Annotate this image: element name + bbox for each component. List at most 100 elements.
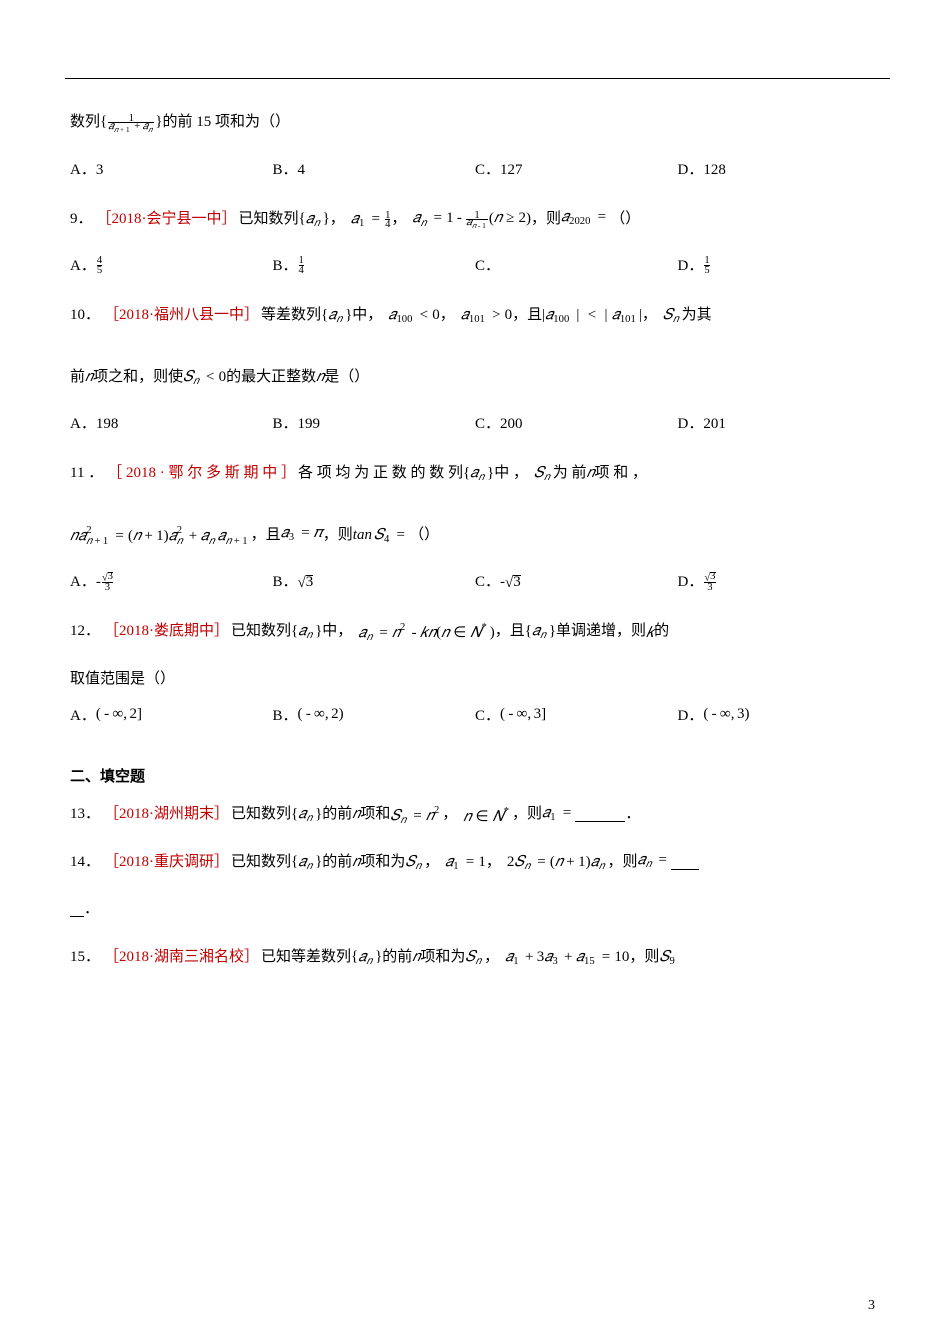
label: A． — [70, 570, 96, 591]
q15-num: 15． — [70, 945, 100, 971]
text: ，则 — [512, 802, 542, 828]
text: 的 — [654, 619, 669, 645]
opt-c: C．200 — [475, 412, 678, 433]
q10-opts: A．198 B．199 C．200 D．201 — [70, 412, 880, 433]
frac-4-5: 45 — [96, 256, 103, 272]
opt-d: D． 33 — [678, 570, 881, 591]
sqrt3: 3 — [298, 574, 314, 588]
q11-line2: nan+12 =(n+1) an2 +anan+1 ，且 a3=π ，则 tan… — [70, 523, 880, 549]
label: B． — [273, 704, 298, 725]
a101-gt0: a101>0 — [461, 309, 512, 322]
opt-a: A．198 — [70, 412, 273, 433]
q14-line1: 14． ［2018·重庆调研］ 已知数列 {an} 的前 n 项和为 Sn ， … — [70, 850, 880, 876]
seq-an: {an} — [321, 309, 352, 322]
q13-num: 13． — [70, 802, 100, 828]
label: A． — [70, 254, 96, 275]
text: ，则 — [531, 207, 561, 233]
n: n — [352, 859, 360, 866]
opt-d: D．201 — [678, 412, 881, 433]
q-fragment-line: 数列 { 1 an+1+an } 的前 15 项和为（） — [70, 110, 880, 136]
n: n — [352, 811, 360, 818]
n: n — [85, 374, 93, 381]
q14-src: ［2018·重庆调研］ — [104, 850, 229, 876]
q9-num: 9． — [70, 207, 93, 233]
neg-sqrt3-3: -33 — [96, 571, 114, 591]
top-rule — [65, 78, 890, 79]
an-eq: an= — [637, 857, 671, 867]
label: D． — [678, 704, 704, 725]
page-number: 3 — [868, 1298, 875, 1314]
sn: Sn — [534, 467, 553, 480]
sqrt3-3: 33 — [703, 571, 716, 591]
int-d: (-∞,3) — [703, 707, 749, 722]
opt-d: D． (-∞,3) — [678, 704, 881, 725]
seq-an: {an} — [463, 467, 494, 480]
sn: Sn — [465, 951, 484, 964]
text: 已知等差数列 — [261, 945, 351, 971]
opt-c: C． - 3 — [475, 254, 678, 275]
q11-opts: A． -33 B． 3 C． -3 D． 33 — [70, 570, 880, 591]
q15-line: 15． ［2018·湖南三湘名校］ 已知等差数列 {an} 的前 n 项和为 S… — [70, 945, 880, 971]
text: ，则 — [323, 523, 353, 549]
q10-num: 10． — [70, 303, 100, 329]
frac-1-4: 14 — [298, 256, 305, 272]
text: 的最大正整数 — [226, 365, 316, 391]
text: 已知数列 — [231, 802, 291, 828]
tan-s4: tanS4= — [353, 529, 409, 542]
a1-eq: a1=14 — [351, 211, 392, 227]
int-b: (-∞,2) — [298, 707, 344, 722]
opt-b: B．199 — [273, 412, 476, 433]
text: （） — [409, 523, 439, 549]
n2: n — [316, 374, 324, 381]
q10-src: ［2018·福州八县一中］ — [104, 303, 259, 329]
label: D． — [678, 570, 704, 591]
text: 前 — [70, 365, 85, 391]
label: A． — [70, 704, 96, 725]
opt-b: B． 14 — [273, 254, 476, 275]
q10-line2: 前 n 项之和，则使 Sn<0 的最大正整数 n 是（） — [70, 365, 880, 391]
seq-an2: {an} — [525, 625, 556, 638]
a3-pi: a3=π — [281, 530, 323, 540]
text: 中， — [352, 303, 382, 329]
text: ． — [84, 897, 99, 923]
label: D． — [678, 254, 704, 275]
q14-line2: ． — [70, 897, 880, 923]
text: 单调递增，则 — [556, 619, 646, 645]
sn-lt0: Sn<0 — [183, 371, 226, 384]
text: 数列 — [70, 110, 100, 136]
opt-c: C． -3 — [475, 570, 678, 591]
text: 项之和，则使 — [93, 365, 183, 391]
an-rec: an=1- 1an-1 (n≥2) — [412, 211, 531, 228]
2sn: 2Sn=(n+1)an — [507, 855, 608, 870]
label: C． — [475, 570, 500, 591]
opt-b: B． 3 — [273, 570, 476, 591]
opt-c: C． (-∞,3] — [475, 704, 678, 725]
opt-d: D．128 — [678, 158, 881, 179]
q15-src: ［2018·湖南三湘名校］ — [104, 945, 259, 971]
text: ， — [442, 802, 457, 828]
blank — [575, 807, 625, 822]
opt-d: D． 15 — [678, 254, 881, 275]
text: ． — [625, 802, 640, 828]
text: 的前 — [382, 945, 412, 971]
text: ， — [486, 850, 501, 876]
sum10: a1+3a3+a15=10 — [505, 951, 629, 964]
int-a: (-∞,2] — [96, 707, 142, 722]
a1-eq: a1= — [542, 810, 575, 820]
text: 中， — [322, 619, 352, 645]
label: B． — [273, 570, 298, 591]
opt-b: B．4 — [273, 158, 476, 179]
label: C． — [475, 254, 500, 275]
text: ，且 — [495, 619, 525, 645]
q11-line1: 11 ． ［ 2018 · 鄂 尔 多 斯 期 中 ］ 各 项 均 为 正 数 … — [70, 461, 880, 487]
opt-a: A． (-∞,2] — [70, 704, 273, 725]
text: ， — [391, 207, 406, 233]
opt-c: C．127 — [475, 158, 678, 179]
a2020: a2020= — [561, 214, 610, 224]
q14-num: 14． — [70, 850, 100, 876]
text: 取值范围是（） — [70, 667, 175, 693]
sn: Sn — [663, 309, 682, 322]
q12-opts: A． (-∞,2] B． (-∞,2) C． (-∞,3] D． (-∞,3) — [70, 704, 880, 725]
text: ， — [424, 850, 439, 876]
text: 的前 15 项和为（） — [163, 110, 291, 136]
